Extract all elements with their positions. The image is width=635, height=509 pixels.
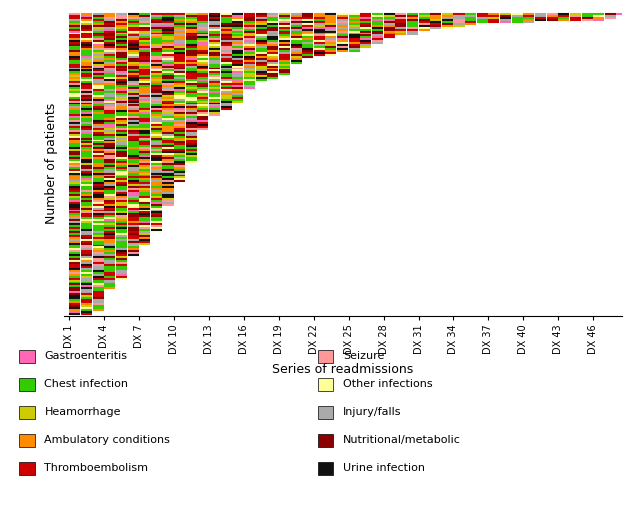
Text: Other infections: Other infections bbox=[343, 379, 432, 389]
Text: Ambulatory conditions: Ambulatory conditions bbox=[44, 435, 170, 445]
Text: Chest infection: Chest infection bbox=[44, 379, 128, 389]
Text: Nutritional/metabolic: Nutritional/metabolic bbox=[343, 435, 461, 445]
X-axis label: Series of readmissions: Series of readmissions bbox=[272, 363, 413, 376]
Text: Seizure: Seizure bbox=[343, 351, 384, 361]
Y-axis label: Number of patients: Number of patients bbox=[45, 102, 58, 223]
Text: Thromboembolism: Thromboembolism bbox=[44, 463, 149, 473]
Text: Urine infection: Urine infection bbox=[343, 463, 425, 473]
Text: Gastroenteritis: Gastroenteritis bbox=[44, 351, 128, 361]
Text: Heamorrhage: Heamorrhage bbox=[44, 407, 121, 417]
Text: Injury/falls: Injury/falls bbox=[343, 407, 401, 417]
